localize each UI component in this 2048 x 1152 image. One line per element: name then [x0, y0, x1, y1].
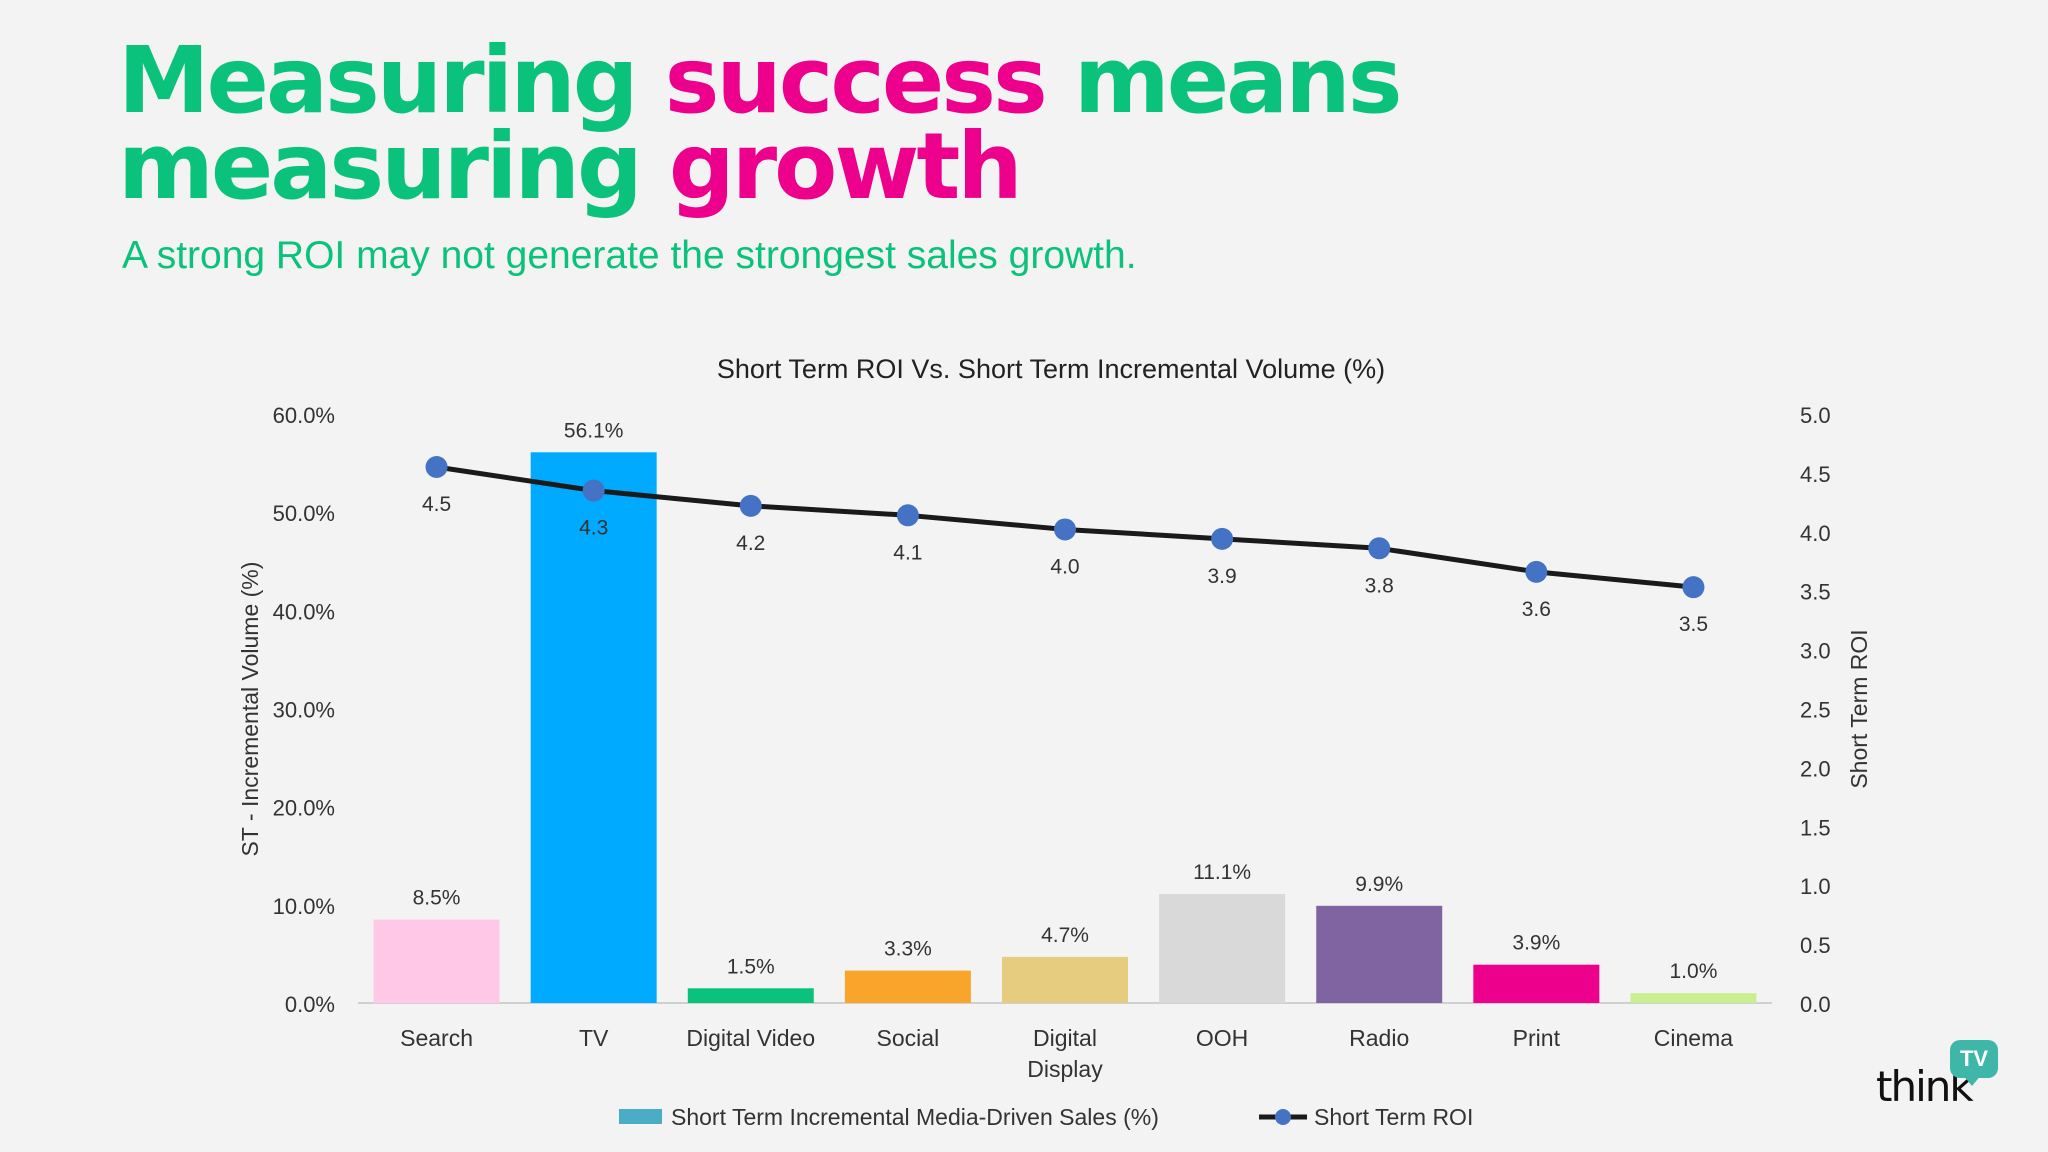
bar-digital-video — [687, 988, 814, 1003]
bar-data-label: 1.0% — [1670, 960, 1718, 983]
bar-digital-display — [1002, 956, 1128, 1003]
headline-highlight-growth: growth — [668, 113, 1023, 220]
roi-data-label: 3.9 — [1208, 565, 1237, 588]
subtitle: A strong ROI may not generate the strong… — [122, 234, 1137, 277]
x-tick-label: Social — [877, 1025, 940, 1051]
y-right-tick-label: 5.0 — [1800, 403, 1831, 428]
x-tick-label: Display — [1027, 1056, 1103, 1082]
x-tick-label: Radio — [1349, 1025, 1409, 1051]
y-right-tick-label: 2.0 — [1800, 756, 1831, 781]
headline-line2-part1: measuring — [118, 113, 669, 220]
roi-data-label: 4.3 — [579, 517, 608, 540]
chart-title: Short Term ROI Vs. Short Term Incrementa… — [717, 354, 1385, 384]
bar-print — [1473, 964, 1600, 1003]
y-right-tick-label: 3.0 — [1800, 639, 1831, 664]
headline-line1-part1: Measuring — [118, 27, 665, 134]
bar-data-label: 11.1% — [1193, 861, 1251, 884]
y-right-tick-label: 1.5 — [1800, 815, 1831, 840]
bar-social — [844, 970, 971, 1003]
y-left-axis-label: ST - Incremental Volume (%) — [237, 562, 263, 857]
bar-data-label: 56.1% — [564, 419, 624, 442]
bar-ooh — [1159, 894, 1286, 1003]
x-tick-label: Digital — [1033, 1025, 1097, 1051]
roi-point — [896, 504, 919, 527]
y-right-tick-label: 3.5 — [1800, 580, 1831, 605]
y-right-tick-label: 2.5 — [1800, 698, 1831, 723]
thinktv-logo: think TV — [1874, 1038, 2014, 1111]
legend-label-sales: Short Term Incremental Media-Driven Sale… — [671, 1104, 1159, 1130]
x-tick-label: Cinema — [1654, 1025, 1733, 1051]
y-left-tick-label: 60.0% — [273, 403, 335, 428]
x-tick-label: OOH — [1196, 1025, 1248, 1051]
roi-point — [425, 456, 448, 479]
roi-point — [739, 494, 762, 517]
roi-data-label: 4.5 — [422, 493, 451, 516]
bar-tv — [530, 452, 657, 1003]
roi-data-label: 3.8 — [1365, 574, 1394, 597]
bar-radio — [1316, 905, 1443, 1003]
bar-data-label: 3.9% — [1512, 932, 1560, 955]
y-left-tick-label: 0.0% — [285, 992, 335, 1017]
roi-point — [1525, 560, 1548, 583]
headline-line1-part3: means — [1044, 27, 1403, 134]
roi-data-label: 4.2 — [736, 532, 765, 555]
headline-highlight-success: success — [664, 27, 1048, 134]
y-left-tick-label: 20.0% — [273, 796, 335, 821]
x-tick-label: Print — [1513, 1025, 1561, 1051]
roi-data-label: 4.0 — [1050, 555, 1079, 578]
y-right-tick-label: 4.0 — [1800, 521, 1831, 546]
y-right-tick-label: 1.0 — [1800, 874, 1831, 899]
x-tick-label: Search — [400, 1025, 473, 1051]
y-right-tick-label: 4.5 — [1800, 462, 1831, 487]
bar-data-label: 9.9% — [1355, 873, 1403, 896]
y-left-tick-label: 30.0% — [273, 698, 335, 723]
bar-data-label: 8.5% — [413, 887, 461, 910]
roi-point — [1682, 576, 1705, 599]
bar-data-label: 1.5% — [727, 955, 775, 978]
legend-marker-roi — [1275, 1109, 1291, 1125]
y-right-tick-label: 0.0 — [1800, 992, 1831, 1017]
speech-bubble-icon: TV — [1950, 1040, 1998, 1078]
bar-search — [373, 919, 500, 1003]
roi-data-label: 4.1 — [893, 541, 922, 564]
legend-label-roi: Short Term ROI — [1314, 1104, 1473, 1130]
roi-data-label: 3.5 — [1679, 613, 1708, 636]
bar-cinema — [1630, 993, 1757, 1003]
roi-data-label: 3.6 — [1522, 598, 1551, 621]
logo-badge-text: TV — [1959, 1046, 1989, 1071]
roi-point — [1368, 537, 1391, 560]
y-left-tick-label: 10.0% — [273, 894, 335, 919]
speech-bubble-tail — [1962, 1074, 1982, 1086]
y-left-tick-label: 50.0% — [273, 501, 335, 526]
bar-data-label: 3.3% — [884, 938, 932, 961]
y-right-tick-label: 0.5 — [1800, 933, 1831, 958]
headline: Measuring success means measuring growth — [118, 35, 1402, 213]
legend-swatch-sales — [619, 1109, 662, 1124]
bar-data-label: 4.7% — [1041, 924, 1089, 947]
x-tick-label: Digital Video — [686, 1025, 815, 1051]
roi-point — [582, 479, 605, 502]
y-left-tick-label: 40.0% — [273, 599, 335, 624]
roi-point — [1054, 518, 1076, 541]
roi-point — [1211, 527, 1234, 550]
x-tick-label: TV — [579, 1025, 609, 1051]
y-right-axis-label: Short Term ROI — [1846, 629, 1872, 788]
